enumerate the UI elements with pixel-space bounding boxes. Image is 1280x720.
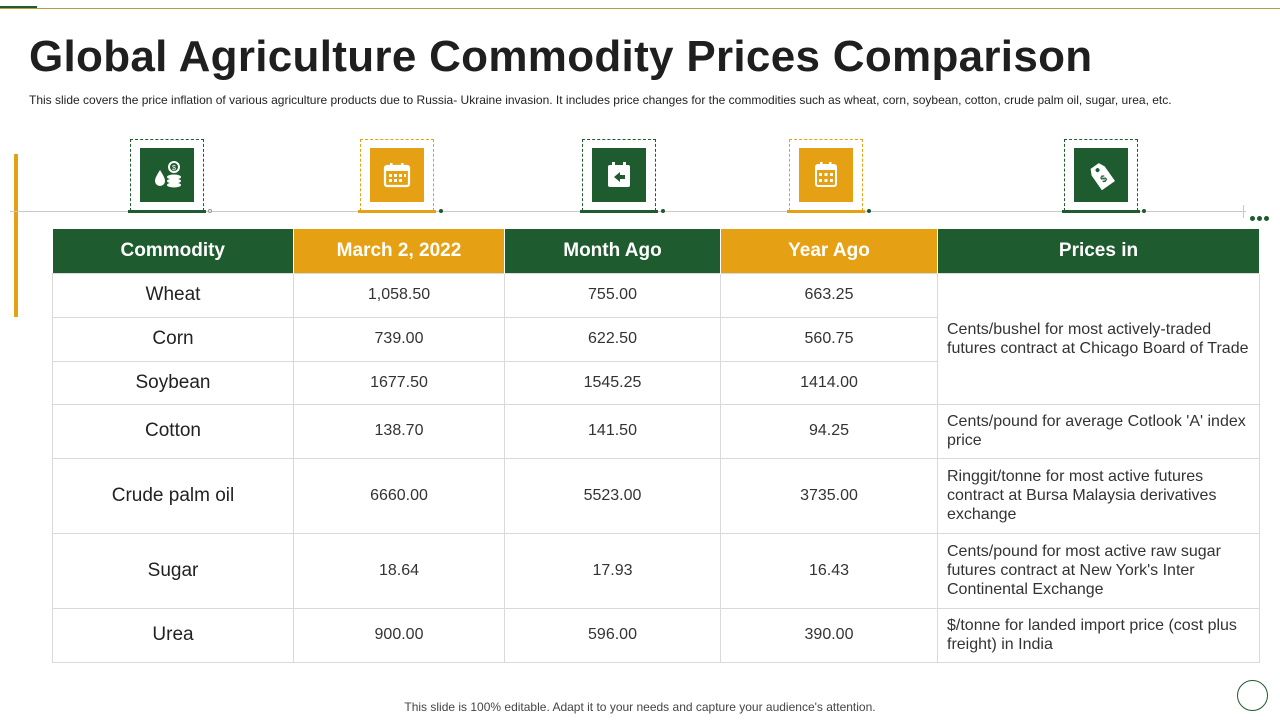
money-drop-icon: $ xyxy=(140,148,194,202)
table-header-row: Commodity March 2, 2022 Month Ago Year A… xyxy=(52,229,1260,273)
march-price-cell: 1,058.50 xyxy=(293,272,505,318)
march-price-cell: 900.00 xyxy=(293,607,505,663)
icon-box-year-ago xyxy=(789,139,863,211)
commodity-prices-table: Commodity March 2, 2022 Month Ago Year A… xyxy=(52,229,1260,663)
timeline-end xyxy=(1243,205,1244,218)
month-ago-cell: 596.00 xyxy=(504,607,721,663)
table-row: Cotton 138.70 141.50 94.25 Cents/pound f… xyxy=(52,403,1260,459)
year-ago-cell: 16.43 xyxy=(720,532,938,609)
year-ago-cell: 390.00 xyxy=(720,607,938,663)
march-price-cell: 739.00 xyxy=(293,316,505,362)
timeline-dot xyxy=(1142,209,1146,213)
icon-box-commodity: $ xyxy=(130,139,204,211)
header-year-ago: Year Ago xyxy=(720,229,938,273)
calendar-back-icon xyxy=(592,148,646,202)
price-tag-icon: $ xyxy=(1074,148,1128,202)
footer-note: This slide is 100% editable. Adapt it to… xyxy=(404,700,876,714)
table-row: Soybean 1677.50 1545.25 1414.00 xyxy=(52,360,1260,405)
timeline-dot xyxy=(439,209,443,213)
march-price-cell: 18.64 xyxy=(293,532,505,609)
year-ago-cell: 3735.00 xyxy=(720,457,938,534)
commodity-cell: Wheat xyxy=(52,272,294,318)
icon-box-month-ago xyxy=(582,139,656,211)
year-ago-cell: 560.75 xyxy=(720,316,938,362)
icon-box-march xyxy=(360,139,434,211)
slide-description: This slide covers the price inflation of… xyxy=(29,93,1172,107)
left-accent-bar xyxy=(14,154,18,317)
commodity-cell: Cotton xyxy=(52,403,294,459)
month-ago-cell: 5523.00 xyxy=(504,457,721,534)
commodity-cell: Crude palm oil xyxy=(52,457,294,534)
month-ago-cell: 755.00 xyxy=(504,272,721,318)
month-ago-cell: 141.50 xyxy=(504,403,721,459)
unit-cell: Cents/pound for most active raw sugar fu… xyxy=(937,532,1260,609)
commodity-cell: Sugar xyxy=(52,532,294,609)
commodity-cell: Corn xyxy=(52,316,294,362)
table-row: Urea 900.00 596.00 390.00 $/tonne for la… xyxy=(52,607,1260,663)
unit-cell: $/tonne for landed import price (cost pl… xyxy=(937,607,1260,663)
ellipsis-dots xyxy=(1250,208,1271,226)
unit-cell: Cents/pound for average Cotlook 'A' inde… xyxy=(937,403,1260,459)
icon-underline xyxy=(358,210,436,213)
month-ago-cell: 622.50 xyxy=(504,316,721,362)
corner-circle-icon xyxy=(1237,680,1268,711)
table-row: Wheat 1,058.50 755.00 663.25 Cents/bushe… xyxy=(52,272,1260,405)
icon-box-prices-in: $ xyxy=(1064,139,1138,211)
unit-cell: Cents/bushel for most actively-traded fu… xyxy=(937,272,1260,405)
header-prices-in: Prices in xyxy=(937,229,1260,273)
commodity-cell: Urea xyxy=(52,607,294,663)
icon-underline xyxy=(580,210,658,213)
calendar-icon xyxy=(370,148,424,202)
page-title: Global Agriculture Commodity Prices Comp… xyxy=(29,32,1093,81)
calendar-grid-icon xyxy=(799,148,853,202)
timeline-dot xyxy=(208,209,212,213)
icon-underline xyxy=(1062,210,1140,213)
top-divider xyxy=(0,8,1280,9)
svg-text:$: $ xyxy=(1099,173,1110,185)
march-price-cell: 1677.50 xyxy=(293,360,505,405)
header-month-ago: Month Ago xyxy=(504,229,721,273)
table-row: Crude palm oil 6660.00 5523.00 3735.00 R… xyxy=(52,457,1260,534)
unit-cell: Ringgit/tonne for most active futures co… xyxy=(937,457,1260,534)
march-price-cell: 138.70 xyxy=(293,403,505,459)
svg-text:$: $ xyxy=(172,165,176,172)
year-ago-cell: 1414.00 xyxy=(720,360,938,405)
year-ago-cell: 94.25 xyxy=(720,403,938,459)
timeline-dot xyxy=(867,209,871,213)
icon-underline xyxy=(128,210,206,213)
month-ago-cell: 1545.25 xyxy=(504,360,721,405)
top-accent-bar xyxy=(0,6,37,9)
header-commodity: Commodity xyxy=(52,229,294,273)
icon-underline xyxy=(787,210,865,213)
year-ago-cell: 663.25 xyxy=(720,272,938,318)
month-ago-cell: 17.93 xyxy=(504,532,721,609)
table-row: Sugar 18.64 17.93 16.43 Cents/pound for … xyxy=(52,532,1260,609)
march-price-cell: 6660.00 xyxy=(293,457,505,534)
header-march-2022: March 2, 2022 xyxy=(293,229,505,273)
commodity-cell: Soybean xyxy=(52,360,294,405)
timeline-dot xyxy=(661,209,665,213)
